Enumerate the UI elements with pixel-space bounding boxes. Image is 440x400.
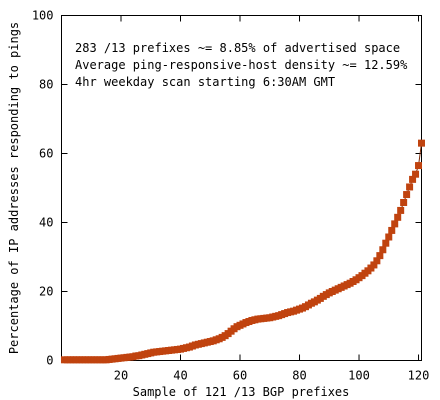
annotation-line: Average ping-responsive-host density ~= … <box>75 58 408 72</box>
x-axis-label: Sample of 121 /13 BGP prefixes <box>133 385 350 399</box>
y-axis: 0 20 40 60 80 100 <box>32 9 422 368</box>
y-tick-label: 40 <box>39 216 53 230</box>
data-point <box>397 206 405 214</box>
data-point <box>409 175 417 183</box>
y-tick-label: 20 <box>39 285 53 299</box>
data-point <box>406 183 414 191</box>
annotations: 283 /13 prefixes ~= 8.85% of advertised … <box>75 41 408 89</box>
y-tick-label: 100 <box>32 9 54 23</box>
data-point <box>415 162 423 170</box>
annotation-line: 283 /13 prefixes ~= 8.85% of advertised … <box>75 41 400 55</box>
data-point <box>379 246 387 254</box>
x-tick-label: 60 <box>233 369 247 383</box>
x-tick-label: 120 <box>408 369 430 383</box>
data-point <box>400 198 408 206</box>
x-axis: 20 40 60 80 100 120 <box>114 15 430 383</box>
data-point <box>394 213 402 221</box>
x-tick-label: 20 <box>114 369 128 383</box>
data-point <box>382 239 390 247</box>
annotation-line: 4hr weekday scan starting 6:30AM GMT <box>75 75 335 89</box>
x-tick-label: 40 <box>173 369 187 383</box>
data-point <box>388 226 396 234</box>
y-tick-label: 0 <box>46 354 53 368</box>
data-point <box>418 139 425 147</box>
y-tick-label: 60 <box>39 147 53 161</box>
data-point <box>376 252 384 260</box>
y-tick-label: 80 <box>39 78 53 92</box>
y-axis-label: Percentage of IP addresses responding to… <box>7 22 21 354</box>
x-tick-label: 80 <box>292 369 306 383</box>
data-point <box>385 233 393 241</box>
data-point <box>391 220 399 228</box>
x-tick-label: 100 <box>348 369 370 383</box>
plot-frame <box>61 15 422 361</box>
data-point <box>373 257 381 265</box>
data-point <box>403 191 411 199</box>
data-point <box>412 170 420 178</box>
data-series <box>60 139 425 364</box>
data-point <box>370 261 378 269</box>
